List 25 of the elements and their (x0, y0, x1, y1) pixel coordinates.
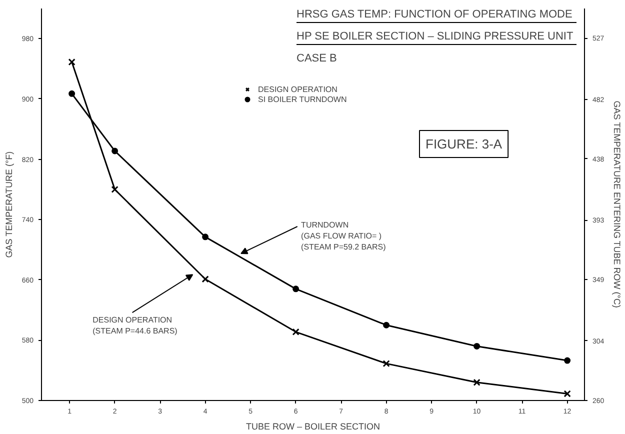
y-axis-title: GAS TEMPERATURE (°F) (4, 151, 14, 258)
chart-title: HRSG GAS TEMP: FUNCTION OF OPERATING MODE (296, 8, 572, 20)
point (202, 234, 209, 240)
point (564, 390, 571, 398)
text: HP SE BOILER SECTION – SLIDING PRESSURE UNIT (296, 30, 574, 42)
annotation: TURNDOWN (GAS FLOW RATIO= ) (STEAM P=59.2 BARS) (301, 220, 386, 252)
legend-label: SI BOILER TURNDOWN (258, 94, 347, 104)
annotation: CASE B (296, 52, 337, 64)
point (292, 328, 300, 336)
point (474, 342, 480, 350)
point (473, 378, 480, 386)
x-axis-title: TUBE ROW – BOILER SECTION (246, 422, 380, 432)
point (68, 58, 76, 66)
point (112, 148, 118, 154)
point (68, 90, 76, 97)
legend-label: DESIGN OPERATION (258, 84, 338, 94)
point (382, 360, 390, 368)
point (202, 276, 209, 283)
annotation: DESIGN OPERATION (STEAM P=44.6 BARS) (92, 316, 178, 336)
y2-axis-title: GAS TEMPERATURE ENTERING TUBE ROW (°C) (612, 100, 622, 308)
point (111, 186, 118, 193)
point (292, 286, 300, 292)
point (564, 357, 571, 364)
point (383, 322, 390, 328)
annotation: FIGURE: 3-A (426, 136, 502, 152)
